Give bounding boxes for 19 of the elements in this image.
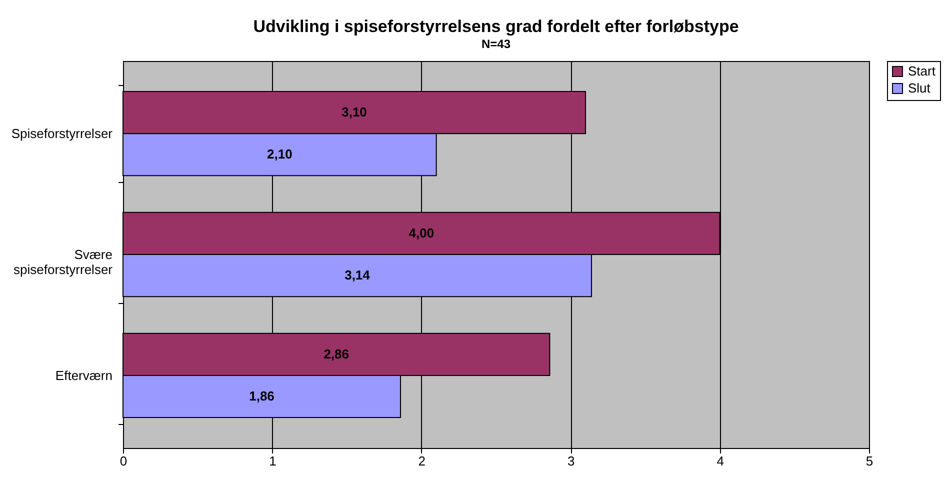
y-tick-label: Efterværn (55, 368, 112, 383)
chart-title: Udvikling i spiseforstyrrelsens grad fordelt efter forløbstype (253, 17, 739, 36)
x-tick-label: 4 (716, 454, 724, 468)
x-tick-label: 0 (120, 454, 128, 468)
y-tick-label: Svære spiseforstyrrelser (14, 247, 114, 277)
chart-subtitle: N=43 (481, 37, 511, 51)
legend-label: Start (908, 64, 936, 78)
x-tick-label: 1 (269, 454, 276, 468)
data-label: 4,00 (408, 225, 434, 240)
x-tick-label: 5 (866, 454, 874, 468)
legend-label: Slut (908, 80, 931, 96)
x-tick-label: 3 (567, 454, 575, 468)
data-label: 3,10 (342, 104, 367, 120)
data-label: 2,86 (324, 346, 350, 362)
y-tick-label: Spiseforstyrrelser (11, 126, 114, 142)
data-label: 2,10 (267, 146, 292, 162)
x-tick-label: 2 (418, 454, 426, 468)
data-label: 1,86 (249, 388, 274, 404)
data-label: 3,14 (344, 268, 371, 283)
